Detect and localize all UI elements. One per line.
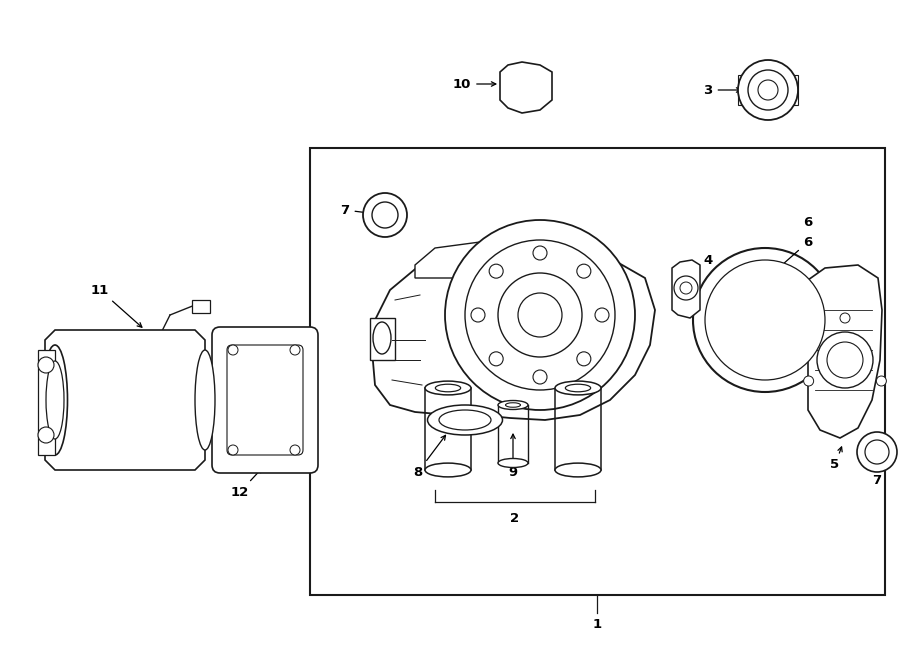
Circle shape — [817, 332, 873, 388]
Text: 4: 4 — [704, 254, 713, 266]
Circle shape — [290, 345, 300, 355]
Circle shape — [38, 427, 54, 443]
Ellipse shape — [428, 405, 502, 435]
FancyBboxPatch shape — [212, 327, 318, 473]
Circle shape — [372, 202, 398, 228]
Text: 7: 7 — [340, 204, 381, 217]
Ellipse shape — [373, 322, 391, 354]
Circle shape — [738, 60, 798, 120]
Text: 6: 6 — [768, 235, 813, 277]
Text: 11: 11 — [91, 284, 142, 327]
Ellipse shape — [555, 463, 601, 477]
Circle shape — [577, 352, 590, 366]
Polygon shape — [192, 300, 210, 313]
Ellipse shape — [439, 410, 491, 430]
Polygon shape — [370, 318, 395, 360]
Circle shape — [680, 282, 692, 294]
Circle shape — [693, 248, 837, 392]
Text: 1: 1 — [592, 619, 601, 631]
Ellipse shape — [565, 384, 590, 392]
Text: 9: 9 — [508, 434, 518, 479]
Polygon shape — [45, 330, 205, 470]
Circle shape — [498, 273, 582, 357]
Text: 12: 12 — [231, 468, 262, 498]
FancyBboxPatch shape — [227, 345, 303, 455]
Ellipse shape — [498, 401, 528, 410]
Polygon shape — [38, 350, 55, 455]
Circle shape — [518, 293, 562, 337]
Polygon shape — [415, 238, 540, 278]
Polygon shape — [372, 245, 655, 420]
Text: 2: 2 — [510, 512, 519, 524]
Text: 8: 8 — [413, 436, 446, 479]
Circle shape — [363, 193, 407, 237]
Circle shape — [865, 440, 889, 464]
Circle shape — [290, 445, 300, 455]
Polygon shape — [500, 62, 552, 113]
Circle shape — [533, 370, 547, 384]
Circle shape — [533, 246, 547, 260]
Circle shape — [758, 80, 778, 100]
Ellipse shape — [42, 345, 68, 455]
Ellipse shape — [46, 361, 64, 439]
Circle shape — [490, 352, 503, 366]
Circle shape — [748, 70, 788, 110]
Circle shape — [705, 260, 825, 380]
Ellipse shape — [506, 403, 520, 407]
Circle shape — [490, 264, 503, 278]
Bar — [738, 75, 798, 105]
Circle shape — [228, 445, 238, 455]
Text: 5: 5 — [831, 447, 842, 471]
Circle shape — [840, 313, 850, 323]
Polygon shape — [808, 265, 882, 438]
Circle shape — [38, 357, 54, 373]
Circle shape — [674, 276, 698, 300]
Circle shape — [465, 240, 615, 390]
Circle shape — [445, 220, 635, 410]
Ellipse shape — [436, 384, 461, 392]
Circle shape — [595, 308, 609, 322]
Circle shape — [857, 432, 897, 472]
Text: 3: 3 — [704, 83, 741, 97]
Circle shape — [228, 345, 238, 355]
Bar — [310, 148, 885, 595]
Circle shape — [471, 308, 485, 322]
Polygon shape — [672, 260, 700, 318]
Ellipse shape — [425, 381, 471, 395]
Circle shape — [877, 376, 886, 386]
Text: 7: 7 — [872, 456, 882, 486]
Circle shape — [804, 376, 814, 386]
Ellipse shape — [555, 381, 601, 395]
Ellipse shape — [425, 463, 471, 477]
Ellipse shape — [195, 350, 215, 450]
Ellipse shape — [498, 459, 528, 467]
Text: 6: 6 — [804, 215, 813, 229]
Circle shape — [827, 342, 863, 378]
Circle shape — [577, 264, 590, 278]
Text: 10: 10 — [453, 77, 496, 91]
